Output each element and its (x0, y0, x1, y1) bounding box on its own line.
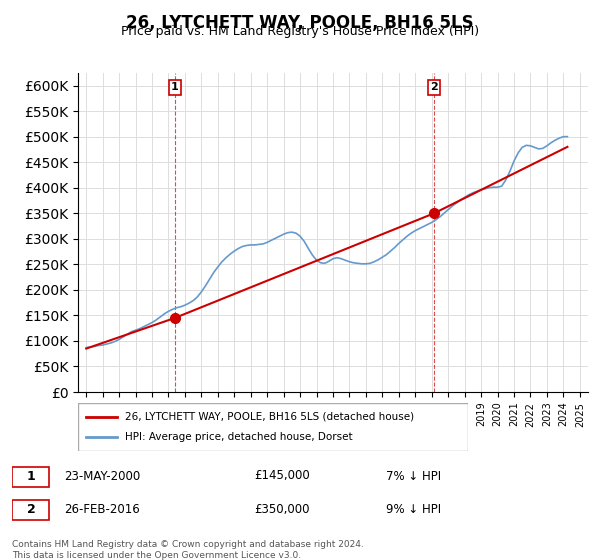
Text: Price paid vs. HM Land Registry's House Price Index (HPI): Price paid vs. HM Land Registry's House … (121, 25, 479, 38)
Text: 23-MAY-2000: 23-MAY-2000 (64, 469, 140, 483)
Text: 7% ↓ HPI: 7% ↓ HPI (386, 469, 442, 483)
FancyBboxPatch shape (78, 403, 468, 451)
Text: 26, LYTCHETT WAY, POOLE, BH16 5LS (detached house): 26, LYTCHETT WAY, POOLE, BH16 5LS (detac… (125, 412, 414, 422)
Text: 2: 2 (26, 503, 35, 516)
Text: Contains HM Land Registry data © Crown copyright and database right 2024.
This d: Contains HM Land Registry data © Crown c… (12, 540, 364, 560)
Text: 2: 2 (430, 82, 438, 92)
Text: 1: 1 (171, 82, 179, 92)
Text: 9% ↓ HPI: 9% ↓ HPI (386, 503, 442, 516)
Text: £145,000: £145,000 (254, 469, 310, 483)
Text: 26-FEB-2016: 26-FEB-2016 (64, 503, 140, 516)
Text: HPI: Average price, detached house, Dorset: HPI: Average price, detached house, Dors… (125, 432, 352, 442)
FancyBboxPatch shape (12, 500, 49, 520)
Text: 1: 1 (26, 469, 35, 483)
Text: £350,000: £350,000 (254, 503, 310, 516)
FancyBboxPatch shape (12, 466, 49, 487)
Text: 26, LYTCHETT WAY, POOLE, BH16 5LS: 26, LYTCHETT WAY, POOLE, BH16 5LS (126, 14, 474, 32)
